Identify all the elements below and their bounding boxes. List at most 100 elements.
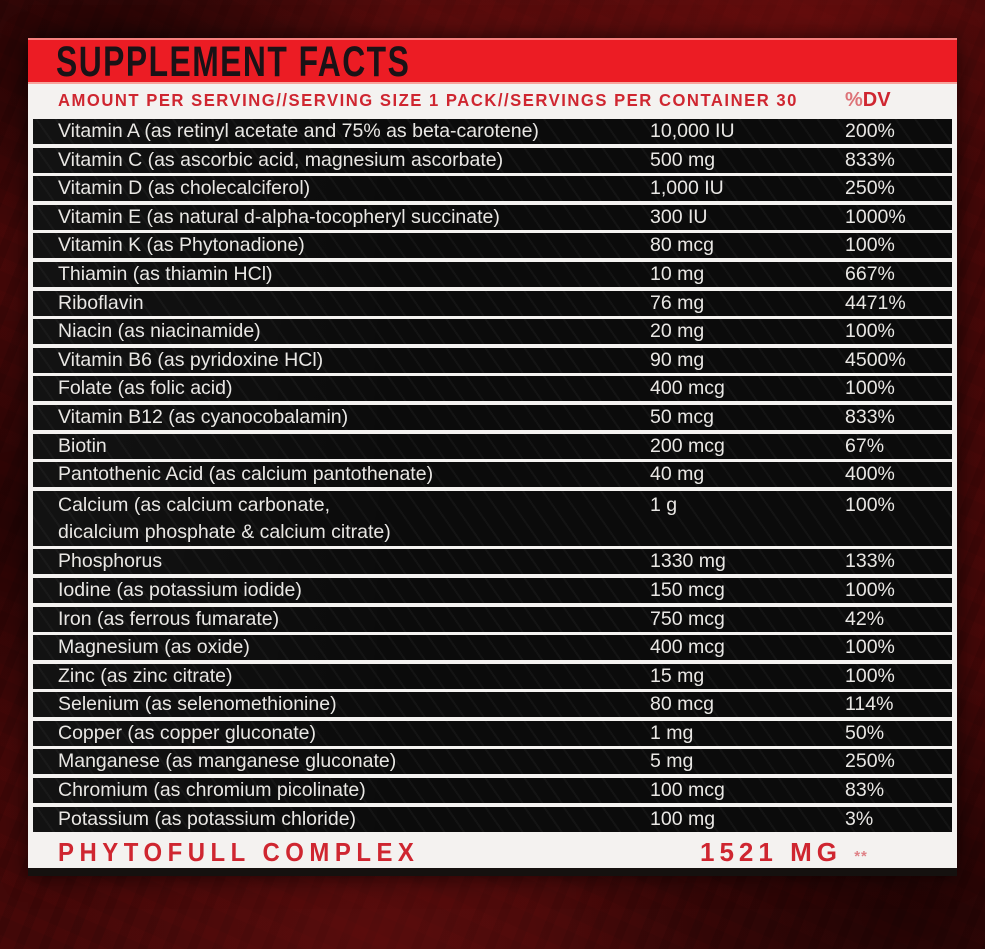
nutrient-dv: 833% (845, 405, 895, 428)
nutrient-name: Potassium (as potassium chloride) (58, 807, 357, 830)
table-row: Iodine (as potassium iodide) 150 mcg 100% (33, 577, 952, 603)
nutrient-amount: 80 mcg (650, 234, 714, 257)
table-row: Calcium (as calcium carbonate, dicalcium … (33, 490, 952, 546)
nutrient-name: Thiamin (as thiamin HCl) (58, 262, 273, 285)
table-row: Vitamin A (as retinyl acetate and 75% as… (33, 119, 952, 144)
nutrient-amount: 500 mg (650, 148, 716, 171)
nutrient-amount: 100 mcg (650, 779, 725, 802)
serving-info-text: AMOUNT PER SERVING//SERVING SIZE 1 PACK/… (58, 90, 798, 110)
nutrient-amount: 15 mg (650, 664, 705, 687)
nutrient-amount: 80 mcg (650, 693, 714, 716)
nutrient-name: Vitamin E (as natural d-alpha-tocopheryl… (58, 205, 500, 228)
nutrient-dv: 4500% (845, 348, 906, 371)
table-row: Vitamin K (as Phytonadione) 80 mcg 100% (33, 233, 952, 259)
complex-footnote-mark: ** (854, 848, 868, 865)
table-row: Chromium (as chromium picolinate) 100 mcg… (33, 778, 952, 804)
nutrient-amount: 90 mg (650, 348, 705, 371)
nutrient-dv: 83% (845, 779, 885, 802)
nutrient-dv: 100% (845, 636, 895, 659)
nutrient-dv: 100% (845, 320, 895, 343)
nutrient-dv: 4471% (845, 291, 906, 314)
nutrient-dv: 67% (845, 434, 885, 457)
serving-header: AMOUNT PER SERVING//SERVING SIZE 1 PACK/… (28, 84, 957, 116)
nutrient-amount: 10,000 IU (650, 120, 735, 142)
table-row: Biotin 200 mcg 67% (33, 433, 952, 459)
nutrient-dv: 100% (845, 664, 895, 687)
table-row: Manganese (as manganese gluconate) 5 mg 25… (33, 749, 952, 775)
nutrient-amount: 400 mcg (650, 377, 725, 400)
table-row: Copper (as copper gluconate) 1 mg 50% (33, 720, 952, 746)
nutrient-name: Copper (as copper gluconate) (58, 721, 316, 744)
nutrient-name: Vitamin K (as Phytonadione) (58, 234, 305, 257)
nutrient-amount: 1330 mg (650, 550, 726, 573)
nutrient-dv: 50% (845, 721, 885, 744)
nutrient-amount: 40 mg (650, 463, 705, 486)
complex-name: PHYTOFULL COMPLEX (58, 837, 420, 867)
nutrient-dv: 100% (845, 578, 895, 601)
dv-column-header: %DV (845, 84, 891, 116)
table-row: Magnesium (as oxide) 400 mcg 100% (33, 635, 952, 661)
table-row: Niacin (as niacinamide) 20 mg 100% (33, 319, 952, 345)
nutrient-amount: 20 mg (650, 320, 705, 343)
nutrient-amount: 5 mg (650, 750, 694, 773)
nutrient-name: Vitamin B6 (as pyridoxine HCl) (58, 348, 324, 371)
nutrient-amount: 300 IU (650, 205, 708, 228)
dv-percent-sign: % (845, 89, 863, 111)
table-row: Selenium (as selenomethionine) 80 mcg 114% (33, 692, 952, 718)
nutrient-amount: 150 mcg (650, 578, 725, 601)
nutrient-amount: 76 mg (650, 291, 705, 314)
nutrient-dv: 833% (845, 148, 895, 171)
nutrient-dv: 100% (845, 234, 895, 257)
table-row: Folate (as folic acid) 400 mcg 100% (33, 376, 952, 402)
table-row: Zinc (as zinc citrate) 15 mg 100% (33, 663, 952, 689)
nutrient-name: Biotin (58, 434, 107, 457)
table-row: Iron (as ferrous fumarate) 750 mcg 42% (33, 606, 952, 632)
phytofull-row: PHYTOFULL COMPLEX 1521 MG ** (28, 836, 957, 868)
nutrient-amount: 1 g (650, 493, 678, 516)
table-row: Vitamin B6 (as pyridoxine HCl) 90 mg 4500% (33, 347, 952, 373)
nutrient-dv: 667% (845, 262, 895, 285)
supplement-facts-panel: SUPPLEMENT FACTS AMOUNT PER SERVING//SER… (28, 38, 957, 876)
nutrient-name: Iron (as ferrous fumarate) (58, 607, 280, 630)
nutrient-name: Vitamin A (as retinyl acetate and 75% as… (58, 120, 539, 142)
panel-title: SUPPLEMENT FACTS (56, 38, 411, 86)
nutrient-dv: 3% (845, 807, 874, 830)
facts-table: Vitamin A (as retinyl acetate and 75% as… (28, 116, 957, 835)
nutrient-name: Vitamin D (as cholecalciferol) (58, 177, 311, 200)
dv-label: DV (862, 89, 891, 111)
nutrient-name: Niacin (as niacinamide) (58, 320, 261, 343)
table-row: Riboflavin 76 mg 4471% (33, 290, 952, 316)
nutrient-dv: 100% (845, 493, 895, 516)
nutrient-dv: 400% (845, 463, 895, 486)
nutrient-amount: 1,000 IU (650, 177, 724, 200)
nutrient-name: Folate (as folic acid) (58, 377, 233, 400)
nutrient-name: Zinc (as zinc citrate) (58, 664, 233, 687)
nutrient-name: Riboflavin (58, 291, 144, 314)
nutrient-amount: 1 mg (650, 721, 694, 744)
nutrient-name-line2: dicalcium phosphate & calcium citrate) (58, 520, 391, 543)
nutrient-dv: 114% (845, 693, 894, 716)
complex-amount-value: 1521 MG (700, 837, 842, 867)
nutrient-name: Chromium (as chromium picolinate) (58, 779, 366, 802)
nutrient-dv: 42% (845, 607, 885, 630)
table-row: Phosphorus 1330 mg 133% (33, 549, 952, 575)
table-row: Thiamin (as thiamin HCl) 10 mg 667% (33, 261, 952, 287)
nutrient-dv: 200% (845, 120, 895, 142)
nutrient-name: Selenium (as selenomethionine) (58, 693, 337, 716)
nutrient-amount: 750 mcg (650, 607, 725, 630)
nutrient-name: Magnesium (as oxide) (58, 636, 250, 659)
nutrient-name: Calcium (as calcium carbonate, dicalcium … (58, 492, 391, 546)
nutrient-dv: 100% (845, 377, 895, 400)
table-row: Vitamin E (as natural d-alpha-tocopheryl… (33, 204, 952, 230)
panel-bottom-edge (28, 868, 957, 876)
table-row: Pantothenic Acid (as calcium pantothenat… (33, 462, 952, 488)
nutrient-dv: 133% (845, 550, 895, 573)
nutrient-name: Vitamin B12 (as cyanocobalamin) (58, 405, 349, 428)
table-row: Vitamin C (as ascorbic acid, magnesium a… (33, 147, 952, 173)
nutrient-dv: 250% (845, 177, 895, 200)
nutrient-amount: 100 mg (650, 807, 716, 830)
table-row: Vitamin D (as cholecalciferol) 1,000 IU 25… (33, 176, 952, 202)
title-bar: SUPPLEMENT FACTS (28, 38, 957, 84)
nutrient-name: Phosphorus (58, 550, 163, 573)
nutrient-dv: 250% (845, 750, 895, 773)
